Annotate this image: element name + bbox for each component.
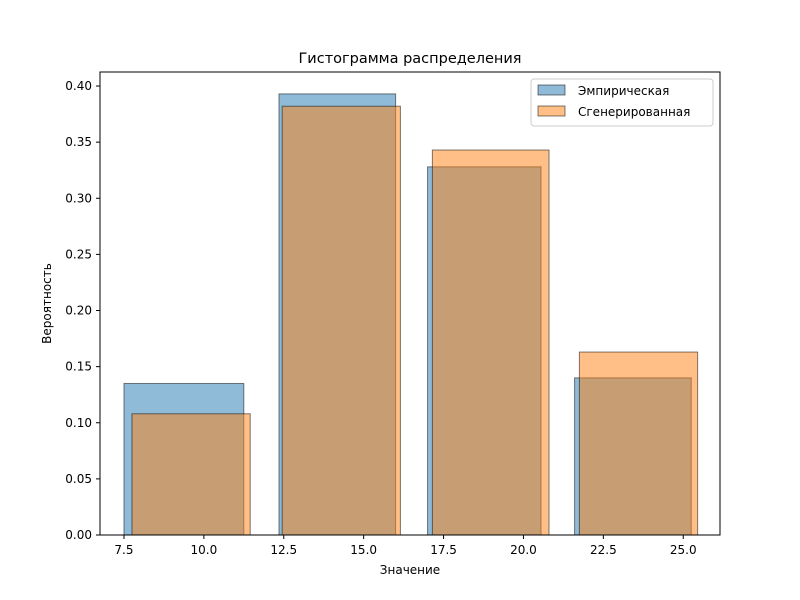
bar-series1-bin1 <box>281 105 401 536</box>
x-tick-label: 10.0 <box>191 543 218 557</box>
plot-bars <box>123 93 699 536</box>
x-tick-label: 20.0 <box>510 543 537 557</box>
legend-swatch-empirical <box>537 84 566 96</box>
y-tick-label: 0.25 <box>65 247 92 261</box>
x-tick-label: 25.0 <box>670 543 697 557</box>
y-tick-label: 0.15 <box>65 360 92 374</box>
x-tick-label: 22.5 <box>590 543 617 557</box>
y-tick-label: 0.20 <box>65 304 92 318</box>
y-tick-label: 0.10 <box>65 416 92 430</box>
legend-label-generated: Сгенерированная <box>578 105 690 119</box>
x-tick-label: 7.5 <box>114 543 133 557</box>
axes-frame <box>99 71 721 536</box>
y-tick-label: 0.05 <box>65 472 92 486</box>
bar-series1-bin3 <box>578 351 699 536</box>
chart-title: Гистограмма распределения <box>298 51 521 67</box>
y-axis-ticks: 0.00 0.05 0.10 0.15 0.20 0.25 0.30 0.35 0.40 <box>65 79 100 542</box>
bar-series1-bin0 <box>131 413 251 536</box>
x-tick-label: 17.5 <box>430 543 457 557</box>
legend-label-empirical: Эмпирическая <box>578 84 669 98</box>
y-tick-label: 0.35 <box>65 135 92 149</box>
y-tick-label: 0.30 <box>65 191 92 205</box>
x-tick-label: 12.5 <box>270 543 297 557</box>
x-axis-ticks: 7.5 10.0 12.5 15.0 17.5 20.0 22.5 25.0 <box>114 535 697 557</box>
legend-box <box>530 78 714 127</box>
y-tick-label: 0.00 <box>65 528 92 542</box>
legend: Эмпирическая Сгенерированная <box>530 78 714 127</box>
legend-swatch-generated <box>537 105 566 117</box>
bar-series1-bin2 <box>431 149 550 536</box>
x-tick-label: 15.0 <box>350 543 377 557</box>
y-tick-label: 0.40 <box>65 79 92 93</box>
y-axis-label: Вероятность <box>40 263 54 344</box>
x-axis-label: Значение <box>380 563 440 577</box>
